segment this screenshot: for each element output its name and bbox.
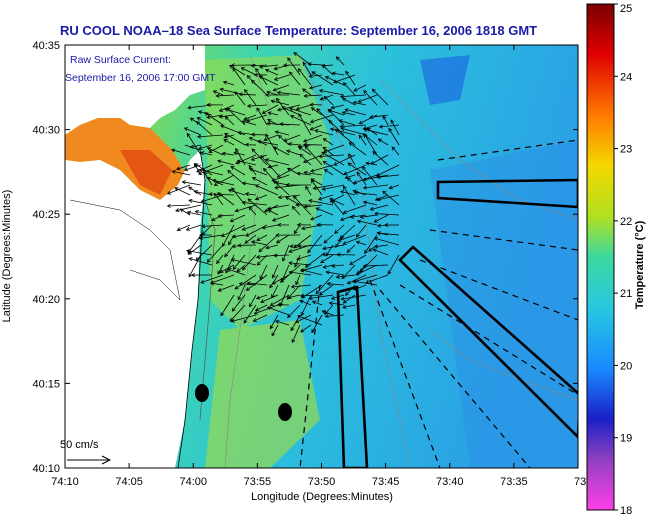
warm-water-patch-south [205,320,320,468]
y-tick-label: 40:10 [32,463,60,475]
range-line [379,289,531,468]
buoy-marker [278,403,292,421]
transect-south [336,285,369,468]
cold-offshore-region [430,140,578,468]
x-tick-label: 74:00 [179,476,207,488]
colorbar-tick-label: 19 [620,433,632,445]
x-tick-label: 73:55 [244,476,272,488]
colorbar-tick-label: 18 [620,505,632,517]
colorbar-tick-label: 21 [620,288,632,300]
plot-area [65,45,578,468]
x-tick-label: 73:40 [436,476,464,488]
buoy-marker [195,384,209,402]
range-line [399,284,578,396]
transect-outlines [336,178,578,468]
road-line [69,199,181,301]
y-tick-label: 40:30 [32,125,60,137]
colorbar-tick-label: 24 [620,71,632,83]
x-tick-label: 74:10 [51,476,79,488]
y-tick-label: 40:35 [32,40,60,52]
cold-water-patch [420,55,470,105]
colorbar-label: Temperature (°C) [634,220,646,309]
legend-line-1: Raw Surface Current: [70,54,171,66]
range-line [299,284,321,468]
depth-contour-3 [379,79,578,221]
depth-contour-4 [429,329,578,401]
surface-current-vectors [166,52,400,344]
x-tick-label: 73:45 [372,476,400,488]
hot-bay-core [120,150,172,195]
y-axis: 40:35 40:30 40:25 40:20 40:15 40:10 [32,40,578,475]
colorbar [586,3,615,511]
depth-contour [224,54,271,468]
map-title: RU COOL NOAA–18 Sea Surface Temperature:… [60,23,537,38]
x-axis-label: Longitude (Degrees:Minutes) [251,491,393,503]
y-tick-label: 40:25 [32,209,60,221]
barrier-island [199,199,216,421]
x-tick-label: 73:35 [500,476,528,488]
legend-line-2: September 16, 2006 17:00 GMT [65,72,216,84]
colorbar-tick-label: 25 [620,3,632,15]
range-line [369,279,441,468]
colorbar-ticks: 25 24 23 22 21 20 19 18 [614,3,632,517]
transect-east [436,178,578,209]
radar-range-lines [299,139,578,468]
y-tick-label: 40:15 [32,378,60,390]
colorbar-tick-label: 20 [620,360,632,372]
range-line [429,229,578,251]
y-tick-label: 40:20 [32,294,60,306]
road-line-2 [129,269,181,301]
colorbar-tick-label: 22 [620,216,632,228]
range-line [437,139,578,161]
x-tick-label: 73:50 [308,476,336,488]
y-axis-label: Latitude (Degrees:Minutes) [1,190,13,323]
x-axis: 74:10 74:05 74:00 73:55 73:50 73:45 73:40 73:35… [51,45,595,488]
warm-water-patch [205,55,330,330]
scale-arrow [67,455,112,465]
scale-label: 50 cm/s [60,439,99,451]
transect-southeast [398,245,578,439]
x-tick-label: 74:05 [115,476,143,488]
land-mass [65,150,205,468]
colorbar-tick-label: 23 [620,144,632,156]
no-data-area [65,45,205,135]
